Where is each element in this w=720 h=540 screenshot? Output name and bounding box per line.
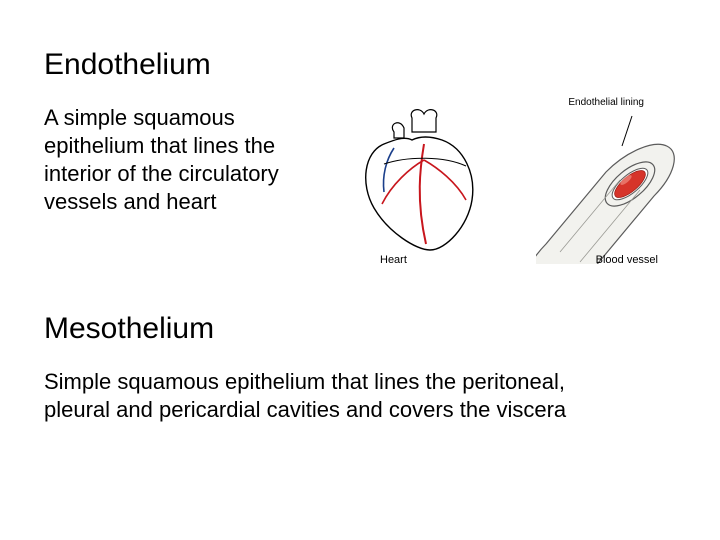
slide: Endothelium A simple squamous epithelium… xyxy=(0,0,720,540)
endothelial-lining-label: Endothelial lining xyxy=(568,98,644,109)
row-endothelium: A simple squamous epithelium that lines … xyxy=(44,104,676,274)
heart-caption: Heart xyxy=(380,254,407,266)
section-mesothelium: Mesothelium Simple squamous epithelium t… xyxy=(44,312,676,424)
heart-icon xyxy=(334,104,504,264)
heading-mesothelium: Mesothelium xyxy=(44,312,676,346)
blood-vessel-figure xyxy=(536,114,676,264)
heart-figure xyxy=(334,104,504,264)
body-endothelium: A simple squamous epithelium that lines … xyxy=(44,104,304,217)
heading-endothelium: Endothelium xyxy=(44,48,676,82)
figure-area: Heart Endothelial lining xyxy=(324,104,676,274)
blood-vessel-icon xyxy=(536,114,676,264)
blood-vessel-caption: Blood vessel xyxy=(596,254,658,266)
body-mesothelium: Simple squamous epithelium that lines th… xyxy=(44,368,604,424)
